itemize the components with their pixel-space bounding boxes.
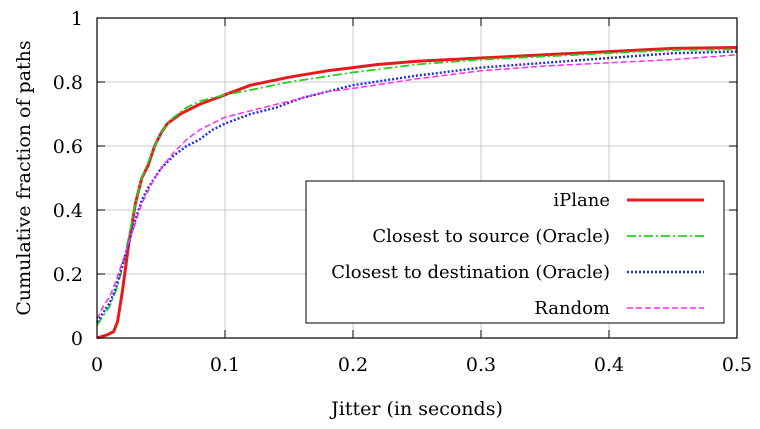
series-line-random bbox=[96, 54, 738, 320]
legend-label: iPlane bbox=[553, 190, 610, 211]
legend-label: Random bbox=[534, 298, 610, 319]
series-line-iplane bbox=[96, 45, 738, 340]
y-tick-label: 0.2 bbox=[53, 264, 83, 286]
y-tick-label: 0.4 bbox=[53, 200, 83, 222]
legend-label: Closest to destination (Oracle) bbox=[331, 262, 610, 283]
x-tick-label: 0.2 bbox=[338, 354, 368, 376]
plot-frame bbox=[96, 17, 738, 339]
legend-box bbox=[305, 180, 725, 324]
legend-label: Closest to source (Oracle) bbox=[372, 226, 610, 247]
legend: iPlane Closest to source (Oracle) Closest … bbox=[305, 180, 725, 324]
x-axis-title: Jitter (in seconds) bbox=[329, 398, 503, 420]
y-tick-label: 0 bbox=[71, 328, 83, 350]
axis-ticks: 0 0.1 0.2 0.3 0.4 0.5 0 0.2 0.4 0.6 0.8 1 bbox=[53, 8, 752, 376]
x-tick-label: 0.5 bbox=[722, 354, 752, 376]
series-line-closest-to-destination-oracle bbox=[96, 50, 738, 323]
series-lines bbox=[96, 45, 738, 340]
x-tick-label: 0.4 bbox=[594, 354, 624, 376]
y-tick-label: 0.8 bbox=[53, 72, 83, 94]
x-tick-label: 0.3 bbox=[466, 354, 496, 376]
x-tick-label: 0.1 bbox=[210, 354, 240, 376]
y-tick-label: 0.6 bbox=[53, 136, 83, 158]
x-tick-label: 0 bbox=[91, 354, 103, 376]
y-tick-label: 1 bbox=[71, 8, 83, 30]
y-axis-title: Cumulative fraction of paths bbox=[13, 40, 35, 315]
